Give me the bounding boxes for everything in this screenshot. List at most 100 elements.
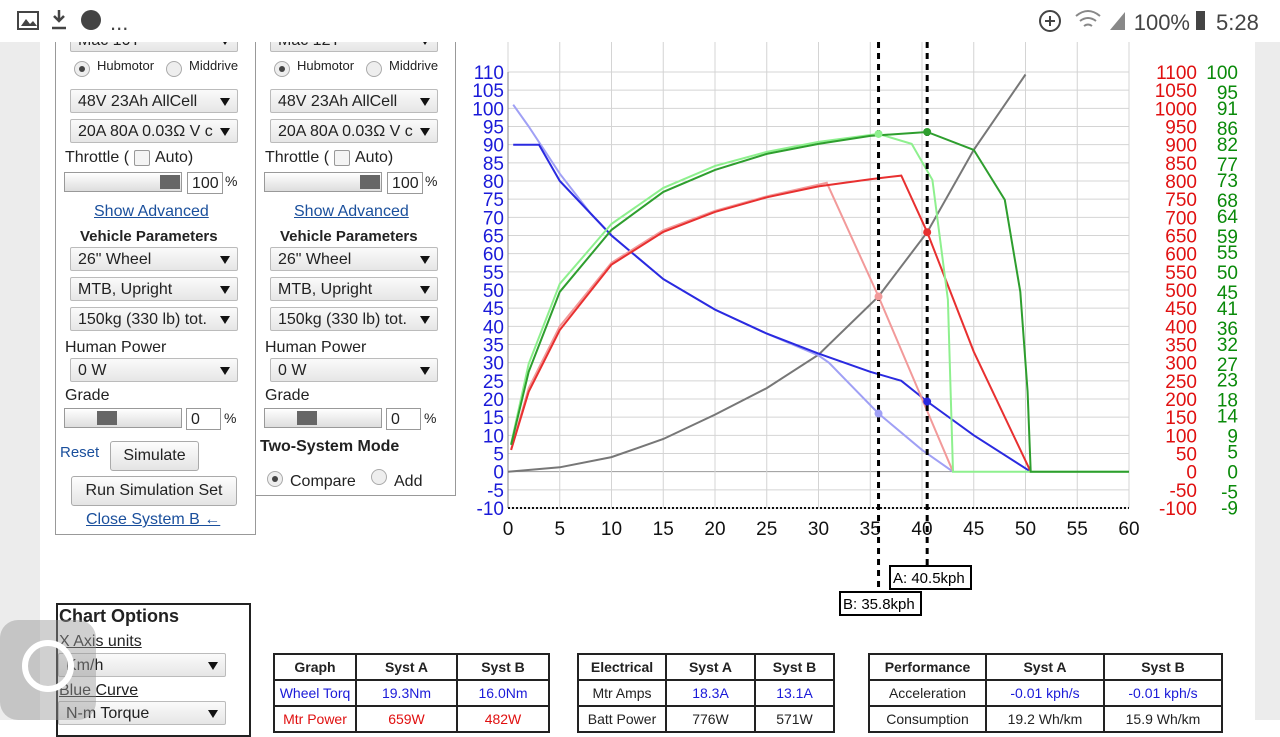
input[interactable]: 100: [387, 172, 423, 194]
signal-icon: [1110, 12, 1125, 30]
label: Middrive: [389, 58, 439, 73]
y3-tick-label: 68: [1217, 191, 1238, 212]
controller-select[interactable]: 20A 80A 0.03Ω V c: [70, 119, 238, 143]
battery-icon: [1196, 11, 1205, 30]
slider[interactable]: [264, 408, 382, 428]
y2-tick-label: 450: [1165, 299, 1197, 320]
radio[interactable]: [267, 471, 283, 487]
slider[interactable]: [64, 408, 182, 428]
y2-tick-label: -50: [1170, 481, 1197, 502]
y-tick-label: -10: [477, 499, 504, 520]
table-cell: Electrical: [577, 653, 667, 681]
y2-tick-label: 350: [1165, 336, 1197, 357]
button[interactable]: Simulate: [110, 441, 199, 471]
y-tick-label: 45: [483, 299, 504, 320]
slider[interactable]: [264, 172, 382, 192]
battery-select[interactable]: 48V 23Ah AllCell: [70, 89, 238, 113]
slider-knob: [160, 175, 180, 189]
cursor-label-box: [889, 565, 972, 590]
x-tick-label: 0: [503, 519, 514, 540]
label: Human Power: [265, 339, 367, 356]
y2-tick-label: 400: [1165, 317, 1197, 338]
x-tick-label: 35: [860, 519, 881, 540]
select[interactable]: MTB, Upright: [70, 277, 238, 301]
y2-tick-label: 100: [1165, 426, 1197, 447]
status-bar: ... 100% 5:28: [0, 0, 1280, 42]
gallery-icon: [21, 19, 37, 26]
label: %: [425, 173, 438, 189]
margin: [0, 42, 40, 720]
series-group: [508, 73, 1129, 473]
y-tick-label: 0: [493, 463, 504, 484]
battery-select[interactable]: 48V 23Ah AllCell: [270, 89, 438, 113]
cursor-label-box: [839, 591, 922, 616]
input[interactable]: 100: [187, 172, 223, 194]
select[interactable]: 150kg (330 lb) tot.: [270, 307, 438, 331]
y2-tick-label: 200: [1165, 390, 1197, 411]
label: Hubmotor: [97, 58, 155, 73]
link[interactable]: Reset: [60, 444, 100, 461]
table-cell: Syst A: [355, 653, 458, 681]
label: %: [424, 410, 437, 426]
y2-tick-label: 150: [1165, 408, 1197, 429]
table-cell: 776W: [665, 705, 756, 733]
y2-tick-label: 300: [1165, 354, 1197, 375]
table-cell: Consumption: [868, 705, 987, 733]
checkbox[interactable]: [134, 150, 150, 166]
heading: Vehicle Parameters: [80, 228, 218, 245]
y2-tick-label: -100: [1159, 499, 1197, 520]
input[interactable]: 0: [186, 408, 221, 430]
y3-tick-label: 82: [1217, 135, 1238, 156]
select[interactable]: 0 W: [70, 358, 238, 382]
cursor-dot: [923, 397, 932, 406]
checkbox[interactable]: [334, 150, 350, 166]
floating-button[interactable]: [0, 620, 96, 720]
label: Throttle (: [65, 149, 130, 166]
radio[interactable]: [366, 61, 382, 77]
select[interactable]: 150kg (330 lb) tot.: [70, 307, 238, 331]
data-saver-icon: [1045, 16, 1055, 26]
y2-tick-label: 700: [1165, 208, 1197, 229]
slider-knob: [97, 411, 117, 425]
select[interactable]: 0 W: [270, 358, 438, 382]
link[interactable]: Close System B ←: [86, 511, 221, 528]
table-cell: Batt Power: [577, 705, 667, 733]
y2-tick-label: 800: [1165, 172, 1197, 193]
y-tick-label: 65: [483, 227, 504, 248]
slider[interactable]: [64, 172, 182, 192]
wifi-icon: [1075, 10, 1101, 27]
y-tick-label: 60: [483, 245, 504, 266]
table-row: Graph Syst A Syst B: [273, 653, 550, 681]
y-tick-label: 110: [474, 63, 504, 84]
cursor-label: B: 35.8kph: [843, 596, 915, 613]
select[interactable]: Km/h: [58, 653, 226, 677]
input[interactable]: 0: [386, 408, 421, 430]
controller-select[interactable]: 20A 80A 0.03Ω V c: [270, 119, 438, 143]
y-tick-label: 55: [483, 263, 504, 284]
radio[interactable]: [274, 61, 290, 77]
y-tick-label: 20: [483, 390, 504, 411]
table-row: Consumption 19.2 Wh/km 15.9 Wh/km: [868, 705, 1223, 733]
select[interactable]: MTB, Upright: [270, 277, 438, 301]
table-cell: Graph: [273, 653, 357, 681]
link[interactable]: Show Advanced: [294, 203, 409, 220]
table-cell: Syst B: [754, 653, 835, 681]
select[interactable]: 26" Wheel: [270, 247, 438, 271]
more: ...: [110, 10, 128, 35]
table-cell: Syst A: [665, 653, 756, 681]
y2-tick-label: 50: [1176, 445, 1197, 466]
y3-tick-label: -9: [1221, 499, 1238, 520]
table-row: Performance Syst A Syst B: [868, 653, 1223, 681]
floating-button-ring: [22, 640, 74, 692]
select[interactable]: 26" Wheel: [70, 247, 238, 271]
series-line: [510, 181, 954, 473]
y3-tick-label: 55: [1217, 243, 1238, 264]
link[interactable]: Show Advanced: [94, 203, 209, 220]
label: Grade: [65, 387, 110, 404]
radio[interactable]: [74, 61, 90, 77]
button[interactable]: Run Simulation Set: [71, 476, 237, 506]
radio[interactable]: [371, 469, 387, 485]
table-cell: 571W: [754, 705, 835, 733]
y3-tick-label: 73: [1217, 171, 1238, 192]
radio[interactable]: [166, 61, 182, 77]
